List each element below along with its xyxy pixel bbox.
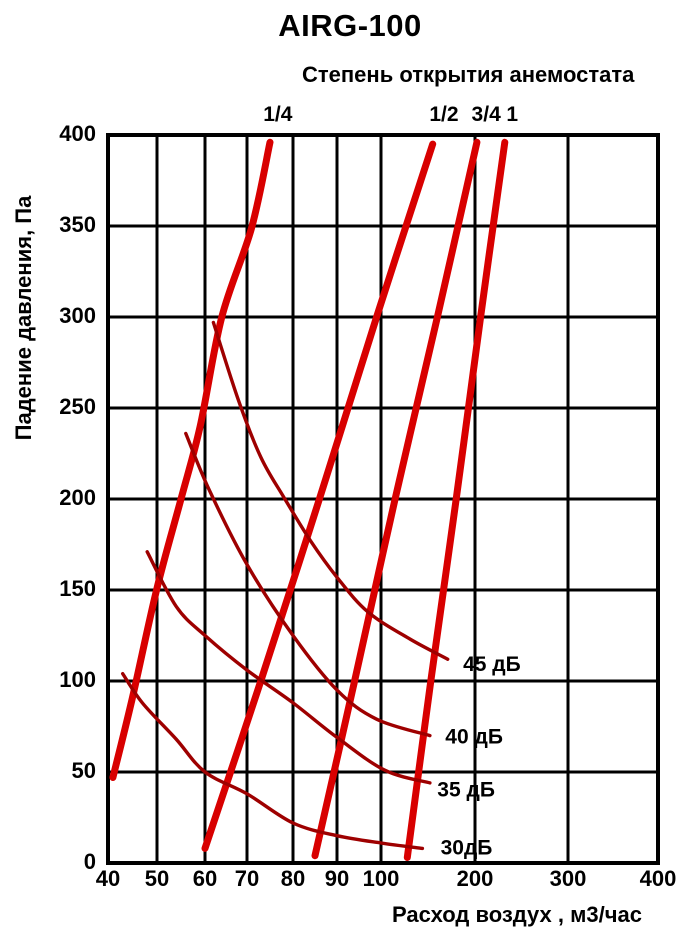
noise-label-30дБ: 30дБ	[441, 837, 493, 860]
y-tick-label-400: 400	[59, 121, 96, 146]
y-tick-label-0: 0	[83, 849, 96, 874]
x-tick-label-300: 300	[549, 866, 587, 891]
x-tick-label-200: 200	[456, 866, 494, 891]
opening-curve-1-2	[201, 140, 437, 852]
opening-degree-label-1: 1	[506, 103, 519, 126]
noise-label-40-дБ: 40 дБ	[445, 726, 503, 749]
x-tick-label-40: 40	[95, 866, 121, 891]
opening-curve-1-4	[109, 138, 274, 781]
x-tick-label-100: 100	[362, 866, 400, 891]
y-tick-label-150: 150	[59, 576, 96, 601]
y-tick-label-50: 50	[71, 758, 96, 783]
x-tick-label-80: 80	[280, 866, 306, 891]
opening-degree-label-1-4: 1/4	[263, 103, 293, 126]
y-tick-label-300: 300	[59, 303, 96, 328]
plot-frame	[106, 133, 660, 865]
x-tick-label-90: 90	[324, 866, 350, 891]
noise-label-35-дБ: 35 дБ	[437, 778, 495, 801]
x-tick-label-400: 400	[639, 866, 677, 891]
y-tick-label-200: 200	[59, 485, 96, 510]
page-title: AIRG-100	[278, 8, 422, 43]
y-tick-label-250: 250	[59, 394, 96, 419]
opening-curve-1	[403, 138, 509, 861]
opening-degree-label-3-4: 3/4	[471, 103, 501, 126]
x-tick-label-60: 60	[192, 866, 218, 891]
noise-curve-40-дБ	[184, 431, 432, 738]
x-axis-title: Расход воздух , м3/час	[392, 902, 642, 927]
y-tick-label-350: 350	[59, 212, 96, 237]
x-tick-label-70: 70	[234, 866, 260, 891]
opening-degree-label-1-2: 1/2	[429, 103, 459, 126]
noise-curve-45-дБ	[211, 320, 450, 661]
noise-curve-30дБ	[121, 672, 425, 851]
y-tick-label-100: 100	[59, 667, 96, 692]
opening-degree-header: Степень открытия анемостата	[302, 62, 635, 87]
x-tick-label-50: 50	[144, 866, 170, 891]
noise-label-45-дБ: 45 дБ	[463, 653, 521, 676]
noise-curve-35-дБ	[145, 550, 432, 785]
